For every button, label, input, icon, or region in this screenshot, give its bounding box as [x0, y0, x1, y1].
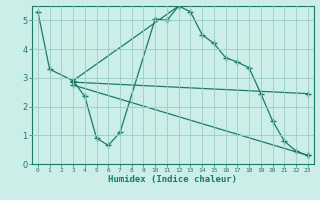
X-axis label: Humidex (Indice chaleur): Humidex (Indice chaleur) — [108, 175, 237, 184]
